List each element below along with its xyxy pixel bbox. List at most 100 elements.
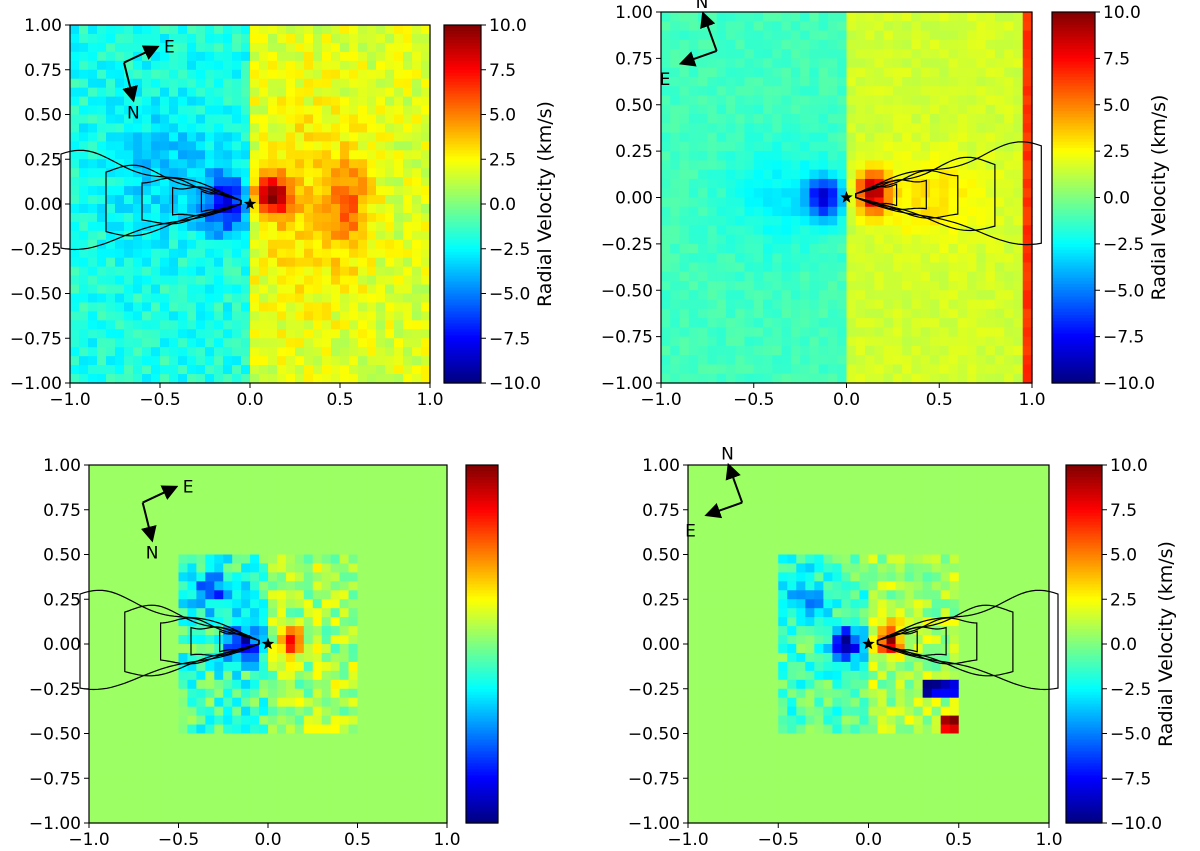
heatmap-cell	[367, 302, 377, 312]
heatmap-cell	[1013, 160, 1024, 171]
heatmap-cell	[88, 51, 98, 62]
heatmap-cell	[304, 159, 314, 169]
heatmap-cell	[106, 473, 117, 484]
heatmap-cell	[670, 373, 681, 384]
heatmap-cell	[340, 132, 350, 142]
heatmap-cell	[89, 644, 99, 654]
heatmap-cell	[384, 751, 394, 761]
heatmap-cell	[385, 311, 395, 321]
heatmap-cell	[670, 234, 681, 245]
heatmap-cell	[142, 123, 152, 133]
heatmap-cell	[865, 178, 875, 189]
heatmap-cell	[716, 299, 727, 310]
heatmap-cell	[707, 216, 718, 226]
heatmap-cell	[818, 271, 829, 282]
heatmap-cell	[106, 123, 116, 133]
heatmap-cell	[348, 715, 359, 726]
heatmap-cell	[661, 49, 671, 59]
heatmap-cell	[169, 733, 180, 744]
heatmap-cell	[151, 545, 162, 556]
heatmap-cell	[402, 697, 412, 708]
heatmap-cell	[241, 473, 251, 484]
heatmap-cell	[214, 374, 224, 384]
heatmap-cell	[294, 500, 305, 511]
heatmap-cell	[322, 150, 332, 160]
heatmap-cell	[312, 742, 323, 752]
heatmap-cell	[196, 141, 206, 151]
heatmap-cell	[855, 197, 866, 208]
colorbar-label: Radial Velocity (km/s)	[1148, 95, 1170, 301]
heatmap-cell	[929, 364, 940, 375]
heatmap-cell	[698, 169, 708, 180]
heatmap-cell	[70, 60, 80, 71]
colorbar-segment	[1052, 110, 1095, 115]
heatmap-cell	[670, 206, 681, 217]
heatmap-cell	[976, 243, 987, 254]
heatmap-cell	[892, 151, 903, 162]
heatmap-cell	[268, 311, 278, 321]
heatmap-cell	[259, 491, 269, 502]
heatmap-cell	[187, 356, 197, 366]
heatmap-cell	[223, 527, 233, 538]
heatmap-cell	[707, 86, 718, 97]
heatmap-cell	[763, 21, 773, 32]
heatmap-cell	[429, 545, 439, 556]
heatmap-cell	[142, 500, 153, 511]
heatmap-cell	[846, 253, 857, 264]
heatmap-cell	[376, 356, 386, 366]
heatmap-cell	[142, 374, 152, 384]
heatmap-cell	[670, 169, 681, 180]
heatmap-cell	[304, 266, 314, 277]
heatmap-cell	[375, 617, 385, 627]
heatmap-cell	[97, 275, 107, 286]
heatmap-cell	[421, 123, 431, 133]
heatmap-cell	[330, 563, 341, 573]
colorbar-segment	[444, 153, 481, 157]
heatmap-cell	[250, 320, 260, 330]
heatmap-cell	[1004, 355, 1015, 366]
heatmap-cell	[865, 58, 875, 69]
heatmap-cell	[679, 355, 690, 366]
heatmap-cell	[330, 652, 341, 663]
heatmap-cell	[661, 188, 671, 199]
heatmap-cell	[349, 302, 359, 312]
heatmap-cell	[348, 652, 359, 663]
heatmap-cell	[340, 141, 350, 151]
colorbar-segment	[444, 329, 481, 333]
heatmap-cell	[438, 652, 448, 663]
heatmap-cell	[142, 742, 153, 752]
heatmap-cell	[160, 78, 170, 89]
heatmap-cell	[223, 33, 233, 44]
heatmap-cell	[268, 581, 278, 591]
colorbar-segment	[1052, 154, 1095, 158]
heatmap-cell	[312, 527, 323, 538]
heatmap-cell	[929, 178, 940, 189]
heatmap-cell	[88, 356, 98, 366]
heatmap-cell	[394, 132, 404, 142]
heatmap-cell	[106, 742, 117, 752]
heatmap-cell	[384, 491, 394, 502]
heatmap-cell	[707, 271, 718, 282]
heatmap-cell	[976, 39, 987, 50]
heatmap-cell	[276, 626, 287, 636]
heatmap-cell	[781, 58, 792, 69]
heatmap-cell	[698, 271, 708, 282]
heatmap-cell	[151, 51, 161, 62]
heatmap-cell	[865, 364, 875, 375]
heatmap-cell	[403, 257, 413, 268]
heatmap-cell	[232, 581, 242, 591]
heatmap-cell	[160, 33, 170, 44]
heatmap-cell	[874, 280, 885, 291]
heatmap-cell	[902, 345, 913, 356]
heatmap-cell	[124, 751, 135, 761]
heatmap-cell	[967, 327, 977, 338]
heatmap-cell	[855, 355, 866, 366]
compass-label-e: E	[164, 38, 175, 58]
heatmap-cell	[295, 159, 305, 169]
heatmap-cell	[142, 248, 152, 259]
heatmap-cell	[902, 160, 913, 171]
heatmap-cell	[827, 104, 838, 115]
heatmap-cell	[89, 473, 99, 484]
heatmap-cell	[725, 364, 736, 375]
heatmap-cell	[241, 554, 251, 565]
